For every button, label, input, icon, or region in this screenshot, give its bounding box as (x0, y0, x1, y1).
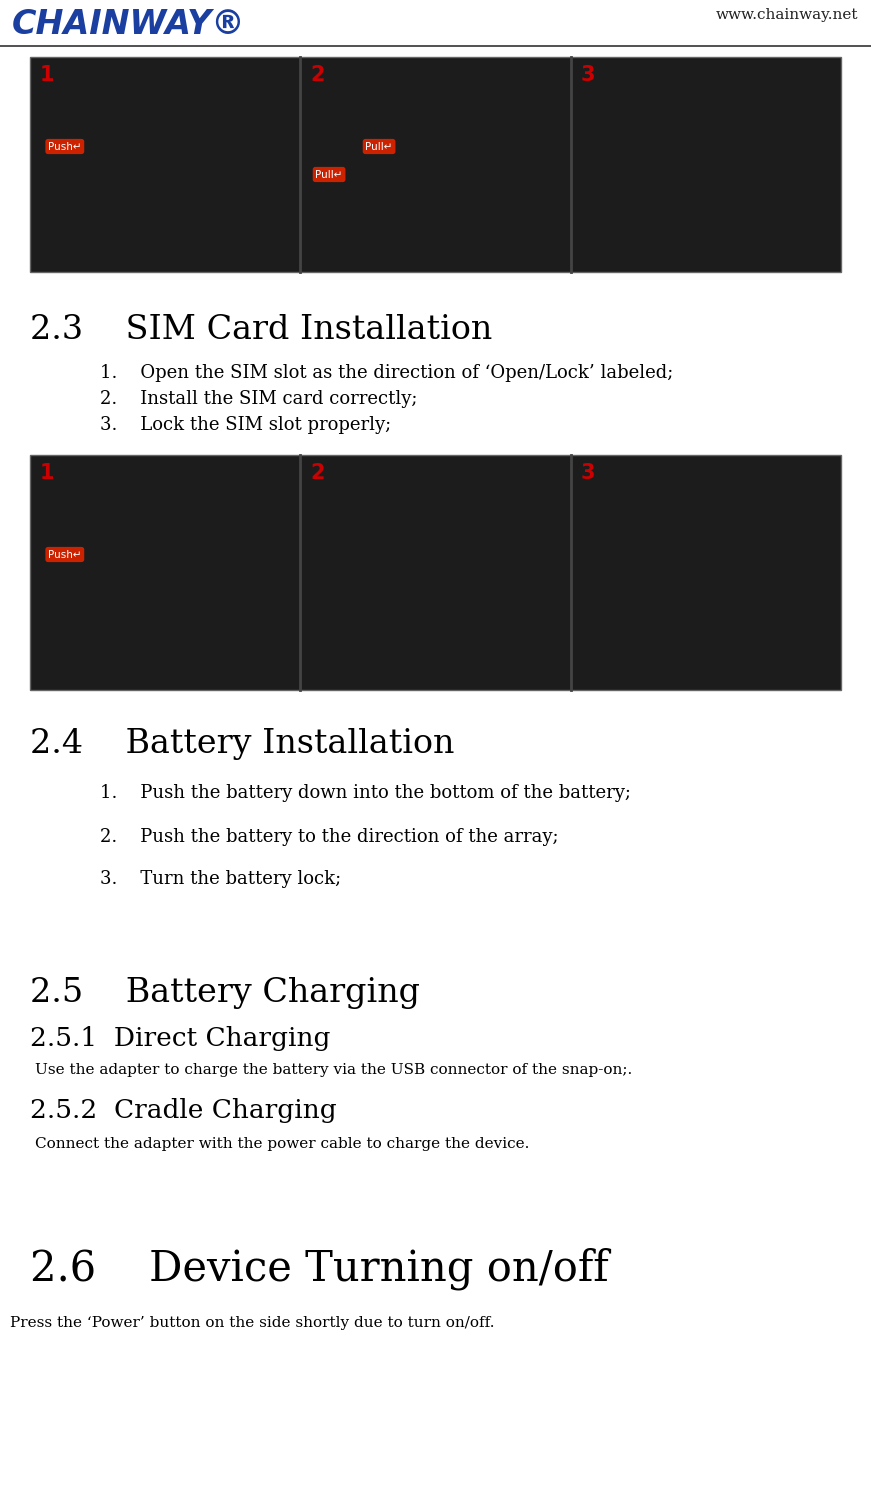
Text: Use the adapter to charge the battery via the USB connector of the snap-on;.: Use the adapter to charge the battery vi… (35, 1062, 632, 1077)
Text: Push↵: Push↵ (48, 141, 82, 152)
Text: Connect the adapter with the power cable to charge the device.: Connect the adapter with the power cable… (35, 1137, 530, 1152)
Text: 1.    Open the SIM slot as the direction of ‘Open/Lock’ labeled;: 1. Open the SIM slot as the direction of… (100, 365, 673, 382)
Text: 3: 3 (581, 65, 595, 85)
Text: www.chainway.net: www.chainway.net (715, 7, 858, 22)
Text: 3.    Lock the SIM slot properly;: 3. Lock the SIM slot properly; (100, 417, 391, 434)
Text: 1: 1 (40, 463, 55, 484)
Text: 1.    Push the battery down into the bottom of the battery;: 1. Push the battery down into the bottom… (100, 784, 631, 802)
Text: 2.6    Device Turning on/off: 2.6 Device Turning on/off (30, 1248, 609, 1290)
Text: 2.5.2  Cradle Charging: 2.5.2 Cradle Charging (30, 1098, 337, 1123)
Text: Pull↵: Pull↵ (365, 141, 393, 152)
Text: 2.    Install the SIM card correctly;: 2. Install the SIM card correctly; (100, 390, 417, 408)
Text: 1: 1 (40, 65, 55, 85)
Text: 2: 2 (310, 65, 325, 85)
Bar (30, 455, 841, 690)
Text: Pull↵: Pull↵ (315, 170, 343, 180)
Text: 3: 3 (581, 463, 595, 484)
Text: 2.5.1  Direct Charging: 2.5.1 Direct Charging (30, 1027, 330, 1051)
Text: Push↵: Push↵ (48, 549, 82, 559)
Text: 2.    Push the battery to the direction of the array;: 2. Push the battery to the direction of … (100, 827, 558, 847)
Text: 2.3    SIM Card Installation: 2.3 SIM Card Installation (30, 314, 492, 347)
Text: 2: 2 (310, 463, 325, 484)
Text: 2.4    Battery Installation: 2.4 Battery Installation (30, 728, 455, 760)
Bar (30, 57, 841, 272)
Text: 2.5    Battery Charging: 2.5 Battery Charging (30, 978, 420, 1009)
Text: Press the ‘Power’ button on the side shortly due to turn on/off.: Press the ‘Power’ button on the side sho… (10, 1315, 495, 1330)
Text: CHAINWAY®: CHAINWAY® (12, 7, 246, 42)
Text: 3.    Turn the battery lock;: 3. Turn the battery lock; (100, 870, 341, 888)
